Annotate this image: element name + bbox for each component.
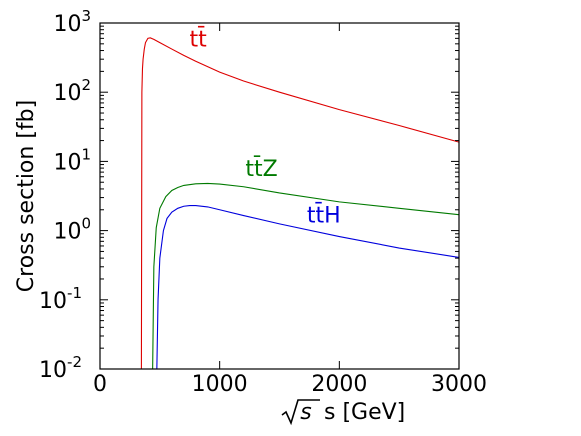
y-tick-label-5: 103 bbox=[53, 7, 91, 37]
series-line-2 bbox=[156, 205, 460, 370]
series-layer bbox=[140, 37, 460, 370]
y-axis-label: Cross section [fb] bbox=[14, 100, 39, 292]
series-line-0 bbox=[140, 37, 460, 370]
x-axis-label-s: s bbox=[300, 400, 311, 425]
labels-layer: 0 1000 2000 3000 10-2 10-1 100 101 102 103 tt̄ tt̄Z… bbox=[39, 7, 487, 397]
y-tick-label-3: 101 bbox=[53, 145, 91, 175]
y-tick-label-0: 10-2 bbox=[39, 353, 82, 383]
x-tick-label-2: 2000 bbox=[311, 372, 367, 397]
sqrt-symbol bbox=[281, 399, 320, 426]
x-axis-label-unit: s [GeV] bbox=[324, 400, 405, 425]
x-tick-label-1: 1000 bbox=[192, 372, 248, 397]
x-tick-label-0: 0 bbox=[93, 372, 107, 397]
plot-frame bbox=[99, 22, 460, 370]
x-axis-label: s s [GeV] bbox=[281, 399, 405, 426]
series-label-0: tt̄ bbox=[189, 26, 207, 52]
series-line-1 bbox=[152, 182, 460, 370]
y-tick-label-1: 10-1 bbox=[39, 284, 82, 314]
series-label-1: tt̄Z bbox=[245, 156, 277, 182]
series-label-2: tt̄H bbox=[307, 203, 341, 229]
x-tick-label-3: 3000 bbox=[431, 372, 487, 397]
y-tick-label-2: 100 bbox=[53, 215, 91, 245]
ticks-layer bbox=[99, 22, 460, 370]
y-tick-label-4: 102 bbox=[53, 76, 91, 106]
